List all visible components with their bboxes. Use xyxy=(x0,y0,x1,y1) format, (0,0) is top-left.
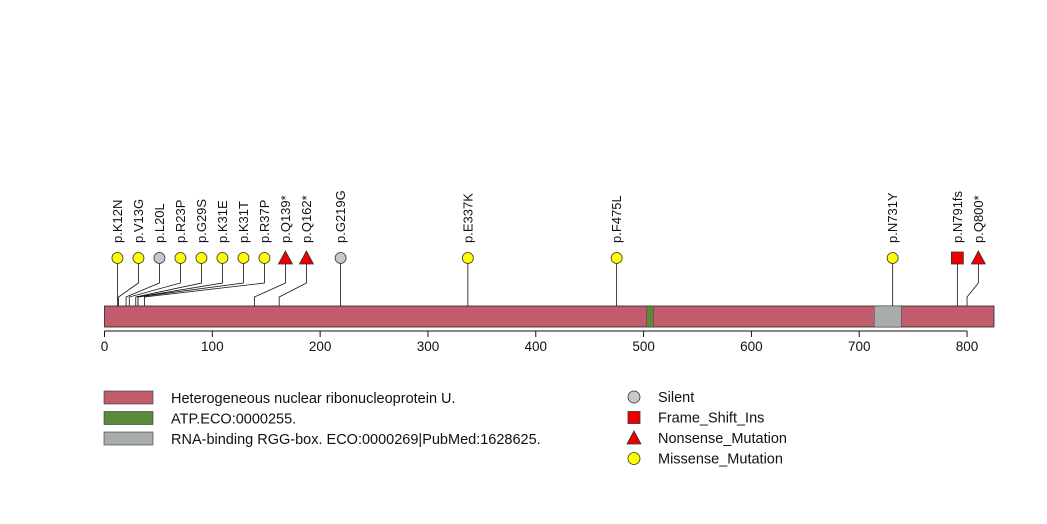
mutation-label: p.R37P xyxy=(257,200,272,243)
protein-body xyxy=(104,305,995,328)
legend-domain-label: ATP.ECO:0000255. xyxy=(171,412,296,428)
mutation-label: p.G29S xyxy=(194,199,209,243)
legend-domain-swatch xyxy=(103,431,154,446)
mutation-markers xyxy=(111,250,987,265)
mutation-marker xyxy=(111,252,124,264)
legend-type-marker xyxy=(627,390,641,404)
axis-tick-label: 0 xyxy=(101,339,109,354)
legend-type-label: Frame_Shift_Ins xyxy=(658,411,764,427)
axis-tick-label: 200 xyxy=(309,339,332,354)
mutation-label: p.K31T xyxy=(236,201,251,243)
legend-type-label: Nonsense_Mutation xyxy=(658,431,787,447)
mutation-marker xyxy=(195,252,208,264)
mutation-labels: p.K12N p.V13G p.L20L p.R23P p.G29S p.K31E p.K3… xyxy=(110,190,986,243)
mutation-marker xyxy=(610,252,623,264)
mutation-label: p.L20L xyxy=(152,203,167,243)
mutation-marker xyxy=(258,252,271,264)
legend-type-marker xyxy=(627,452,641,465)
mutation-marker xyxy=(298,250,315,265)
domain-2 xyxy=(874,305,902,328)
mutation-label: p.K31E xyxy=(215,200,230,243)
mutation-label: p.N731Y xyxy=(885,192,900,243)
mutation-label: p.R23P xyxy=(173,200,188,243)
mutation-label: p.Q162* xyxy=(299,195,314,243)
legend-domain-label: RNA-binding RGG-box. ECO:0000269|PubMed:… xyxy=(171,432,541,448)
legend: Heterogeneous nuclear ribonucleoprotein … xyxy=(103,390,787,468)
mutation-label: p.N791fs xyxy=(950,190,965,243)
mutation-marker xyxy=(334,252,347,264)
mutation-label: p.E337K xyxy=(460,193,475,243)
legend-domain-swatch xyxy=(103,390,154,405)
mutation-marker xyxy=(886,252,899,264)
axis-tick-label: 400 xyxy=(525,339,548,354)
mutation-marker xyxy=(174,252,187,264)
mutation-marker xyxy=(237,252,250,264)
mutation-marker xyxy=(950,251,964,265)
axis-tick-label: 100 xyxy=(201,339,224,354)
mutation-marker xyxy=(970,250,987,265)
mutation-marker xyxy=(132,252,145,264)
axis-tick-label: 300 xyxy=(417,339,440,354)
mutation-marker xyxy=(153,252,166,264)
mutation-marker xyxy=(277,250,294,265)
mutation-label: p.K12N xyxy=(110,200,125,243)
protein-track xyxy=(104,305,995,328)
mutation-marker xyxy=(461,252,474,264)
mutation-label: p.Q800* xyxy=(971,195,986,243)
axis-tick-label: 700 xyxy=(848,339,871,354)
mutation-label: p.F475L xyxy=(609,195,624,243)
domain-1 xyxy=(646,305,654,328)
mutation-label: p.V13G xyxy=(131,199,146,243)
mutation-label: p.G219G xyxy=(333,190,348,243)
axis-tick-label: 500 xyxy=(632,339,655,354)
legend-domain-label: Heterogeneous nuclear ribonucleoprotein … xyxy=(171,391,456,407)
axis-tick-label: 600 xyxy=(740,339,763,354)
mutation-label: p.Q139* xyxy=(278,195,293,243)
legend-type-label: Missense_Mutation xyxy=(658,452,783,468)
legend-type-marker xyxy=(626,430,642,445)
legend-type-label: Silent xyxy=(658,390,694,406)
legend-type-marker xyxy=(627,411,641,424)
mutation-marker xyxy=(216,252,229,264)
axis-tick-label: 800 xyxy=(956,339,979,354)
position-axis: 0 100 200 300 400 500 600 700 800 xyxy=(101,330,979,354)
legend-domain-swatch xyxy=(103,411,154,425)
